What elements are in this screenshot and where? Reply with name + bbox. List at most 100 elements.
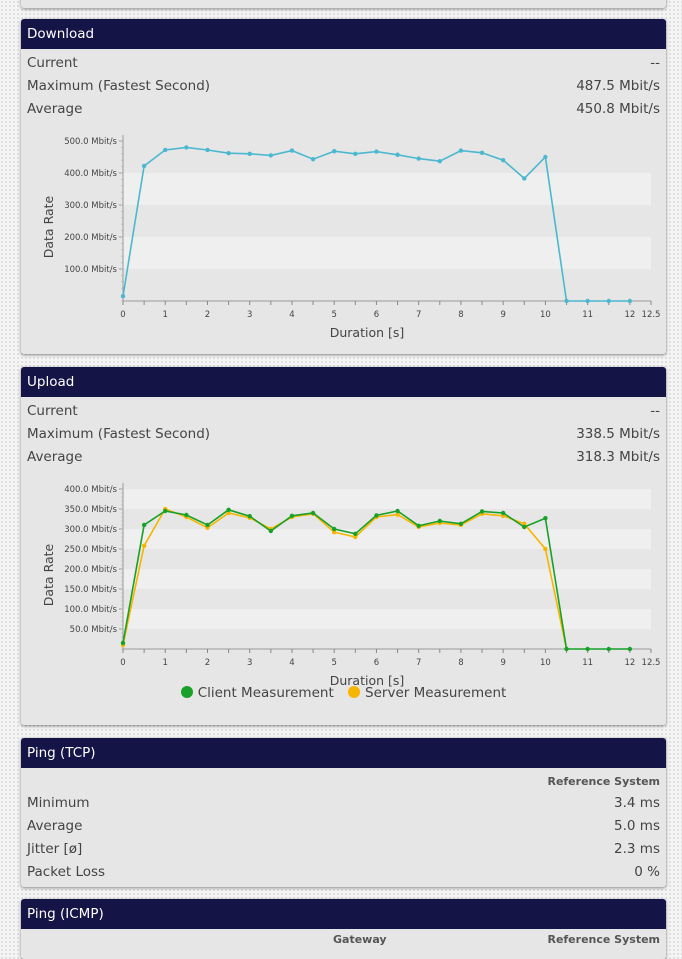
ping-tcp-min-label: Minimum bbox=[27, 795, 90, 811]
x-tick-label: 4 bbox=[289, 658, 294, 668]
download-average-label: Average bbox=[27, 101, 83, 117]
x-tick-label: 10 bbox=[540, 310, 551, 320]
plot-band bbox=[123, 237, 651, 269]
x-tick-label: 4 bbox=[289, 310, 294, 320]
y-tick-label: 500.0 Mbit/s bbox=[64, 137, 117, 147]
legend-client-label: Client Measurement bbox=[197, 685, 334, 701]
upload-average-row: Average 318.3 Mbit/s bbox=[21, 446, 666, 469]
upload-max-row: Maximum (Fastest Second) 338.5 Mbit/s bbox=[21, 423, 666, 446]
download-point bbox=[374, 149, 379, 154]
x-tick-label: 9 bbox=[500, 310, 505, 320]
x-tick-label: 8 bbox=[458, 310, 463, 320]
x-tick-label: 2 bbox=[205, 310, 210, 320]
upload-current-value: -- bbox=[650, 403, 660, 419]
ping-tcp-loss-row: Packet Loss 0 % bbox=[21, 861, 666, 884]
x-tick-label: 12.5 bbox=[642, 310, 661, 320]
upload-max-label: Maximum (Fastest Second) bbox=[27, 426, 211, 442]
client-measurement-point bbox=[543, 516, 548, 521]
x-tick-label: 7 bbox=[416, 658, 421, 668]
download-title: Download bbox=[21, 19, 666, 49]
y-tick-label: 200.0 Mbit/s bbox=[64, 233, 117, 243]
download-point bbox=[184, 145, 189, 150]
client-measurement-point bbox=[332, 526, 337, 532]
client-measurement-point bbox=[205, 522, 210, 528]
download-current-value: -- bbox=[650, 55, 660, 71]
x-tick-label: 2 bbox=[205, 658, 210, 668]
client-measurement-point bbox=[500, 510, 506, 516]
client-measurement-point bbox=[479, 509, 485, 514]
download-average-value: 450.8 Mbit/s bbox=[576, 101, 660, 117]
y-tick-label: 300.0 Mbit/s bbox=[64, 201, 117, 211]
client-measurement-point bbox=[163, 508, 168, 514]
plot-band bbox=[123, 529, 651, 549]
plot-band bbox=[123, 173, 651, 205]
plot-band bbox=[123, 205, 651, 237]
client-measurement-point bbox=[585, 646, 590, 652]
x-tick-label: 0 bbox=[120, 310, 125, 320]
download-point bbox=[141, 163, 147, 169]
ping-tcp-ref-column: Reference System bbox=[547, 775, 660, 788]
download-point bbox=[289, 148, 295, 153]
download-point bbox=[353, 151, 358, 156]
x-tick-label: 1 bbox=[163, 310, 168, 320]
x-axis-title: Duration [s] bbox=[330, 673, 405, 688]
y-tick-label: 250.0 Mbit/s bbox=[64, 545, 117, 555]
x-tick-label: 3 bbox=[247, 310, 252, 320]
y-tick-label: 200.0 Mbit/s bbox=[64, 565, 117, 575]
ping-tcp-avg-value: 5.0 ms bbox=[614, 818, 660, 834]
plot-band bbox=[123, 609, 651, 629]
download-point bbox=[458, 148, 464, 153]
ping-icmp-panel: Ping (ICMP) Gateway Reference System bbox=[21, 899, 666, 959]
server-measurement-point bbox=[395, 512, 400, 517]
x-tick-label: 6 bbox=[374, 658, 379, 668]
client-measurement-point bbox=[268, 528, 274, 534]
download-point bbox=[395, 152, 400, 157]
x-tick-label: 11 bbox=[582, 310, 593, 320]
client-measurement-point bbox=[564, 646, 569, 652]
download-point bbox=[564, 298, 569, 304]
download-point bbox=[332, 149, 337, 154]
server-measurement-point bbox=[522, 521, 527, 526]
plot-band bbox=[123, 489, 651, 509]
legend-client[interactable]: Client Measurement bbox=[180, 685, 334, 701]
ping-icmp-gateway-column: Gateway bbox=[333, 933, 387, 946]
y-tick-label: 50.0 Mbit/s bbox=[70, 625, 118, 635]
legend-server[interactable]: Server Measurement bbox=[348, 685, 506, 701]
ping-tcp-avg-row: Average 5.0 ms bbox=[21, 815, 666, 838]
x-tick-label: 12 bbox=[624, 658, 635, 668]
plot-band bbox=[123, 509, 651, 529]
download-point bbox=[120, 294, 126, 299]
plot-band bbox=[123, 141, 651, 173]
upload-panel: Upload Current -- Maximum (Fastest Secon… bbox=[21, 367, 666, 725]
y-tick-label: 350.0 Mbit/s bbox=[64, 505, 117, 515]
download-point bbox=[500, 158, 506, 163]
ping-tcp-jitter-label: Jitter [ø] bbox=[27, 841, 83, 857]
client-measurement-point bbox=[310, 510, 316, 516]
y-tick-label: 400.0 Mbit/s bbox=[64, 485, 117, 495]
x-tick-label: 5 bbox=[331, 658, 336, 668]
x-tick-label: 9 bbox=[500, 658, 505, 668]
upload-chart-area: 50.0 Mbit/s 100.0 Mbit/s 150.0 Mbit/s 200.0… bbox=[21, 469, 666, 701]
client-measurement-point bbox=[606, 646, 611, 652]
y-tick-label: 100.0 Mbit/s bbox=[64, 605, 117, 615]
download-point bbox=[437, 158, 442, 164]
ping-icmp-column-header: Gateway Reference System bbox=[21, 929, 666, 949]
client-measurement-point bbox=[522, 524, 527, 530]
x-tick-label: 12.5 bbox=[642, 658, 661, 668]
legend-server-label: Server Measurement bbox=[365, 685, 507, 701]
ping-tcp-jitter-row: Jitter [ø] 2.3 ms bbox=[21, 838, 666, 861]
client-measurement-point bbox=[289, 513, 295, 518]
plot-band bbox=[123, 549, 651, 569]
x-tick-label: 0 bbox=[120, 658, 125, 668]
ping-tcp-column-header: Reference System bbox=[21, 772, 666, 792]
y-tick-label: 300.0 Mbit/s bbox=[64, 525, 117, 535]
plot-band bbox=[123, 589, 651, 609]
download-max-row: Maximum (Fastest Second) 487.5 Mbit/s bbox=[21, 75, 666, 98]
download-point bbox=[479, 150, 485, 156]
client-measurement-point bbox=[226, 507, 231, 512]
download-point bbox=[205, 147, 210, 153]
download-point bbox=[585, 298, 590, 304]
x-tick-label: 1 bbox=[163, 658, 168, 668]
client-dot-icon bbox=[180, 686, 193, 698]
download-current-label: Current bbox=[27, 55, 78, 71]
